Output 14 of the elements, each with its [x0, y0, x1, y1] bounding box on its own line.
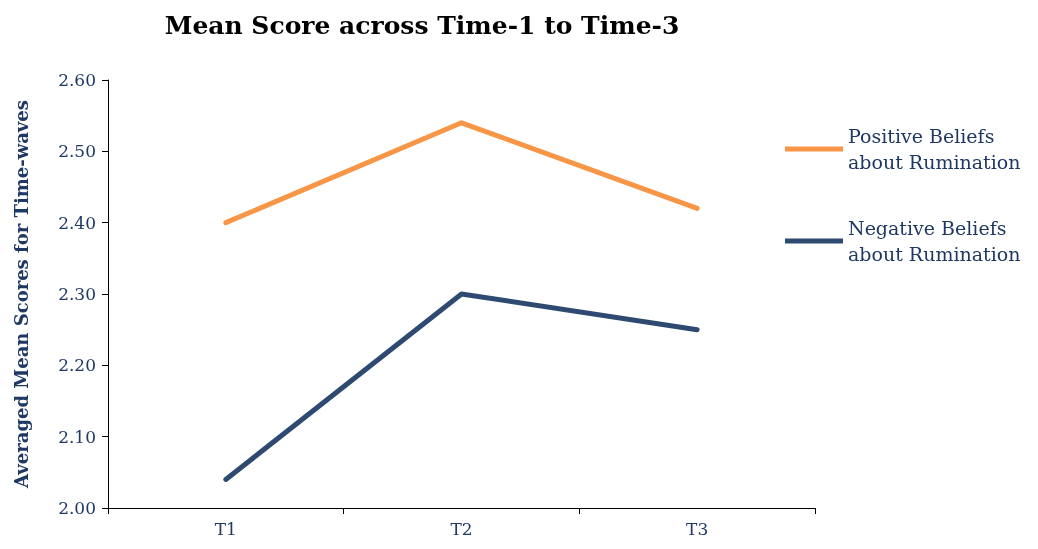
x-tick-label: T1	[214, 518, 237, 539]
chart-title: Mean Score across Time-1 to Time-3	[164, 11, 680, 40]
y-tick-label: 2.40	[58, 212, 96, 233]
y-tick-label: 2.60	[58, 70, 96, 90]
y-tick-label: 2.10	[58, 426, 96, 447]
y-tick-label: 2.50	[58, 141, 96, 162]
y-axis-title: Averaged Mean Scores for Time-waves	[10, 100, 32, 489]
x-tick-label: T2	[450, 518, 473, 539]
legend-label: Positive Beliefs about Rumination	[848, 125, 1021, 173]
y-tick-label: 2.30	[58, 284, 96, 304]
legend-label: Negative Beliefs about Rumination	[848, 217, 1021, 265]
y-tick-label: 2.20	[58, 355, 96, 376]
y-tick-label: 2.00	[58, 498, 96, 518]
x-tick-label: T3	[686, 518, 709, 539]
